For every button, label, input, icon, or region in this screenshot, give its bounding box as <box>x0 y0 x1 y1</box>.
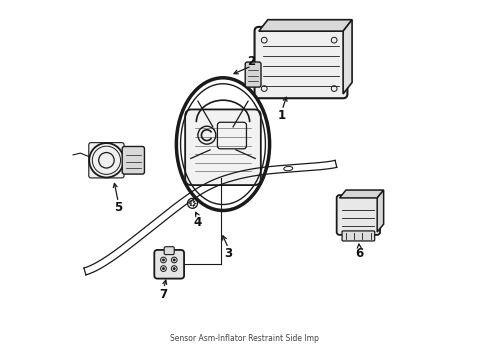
FancyBboxPatch shape <box>336 195 379 235</box>
FancyBboxPatch shape <box>341 231 374 241</box>
Text: 2: 2 <box>247 55 255 68</box>
Text: Sensor Asm-Inflator Restraint Side Imp: Sensor Asm-Inflator Restraint Side Imp <box>170 334 318 343</box>
Circle shape <box>172 258 175 261</box>
Polygon shape <box>258 20 351 31</box>
Polygon shape <box>376 190 383 232</box>
FancyBboxPatch shape <box>185 109 260 185</box>
FancyBboxPatch shape <box>122 147 144 174</box>
FancyBboxPatch shape <box>89 143 124 178</box>
FancyBboxPatch shape <box>154 250 183 279</box>
FancyBboxPatch shape <box>254 27 346 98</box>
Circle shape <box>172 267 175 270</box>
Text: 1: 1 <box>278 109 285 122</box>
Circle shape <box>162 267 164 270</box>
FancyBboxPatch shape <box>164 247 174 255</box>
Text: 4: 4 <box>193 216 202 229</box>
Text: 5: 5 <box>114 202 122 215</box>
Circle shape <box>162 258 164 261</box>
Text: 7: 7 <box>159 288 167 301</box>
Polygon shape <box>339 190 383 198</box>
Polygon shape <box>343 20 351 94</box>
Text: 6: 6 <box>354 247 363 260</box>
Text: 3: 3 <box>224 247 232 260</box>
FancyBboxPatch shape <box>244 62 261 87</box>
